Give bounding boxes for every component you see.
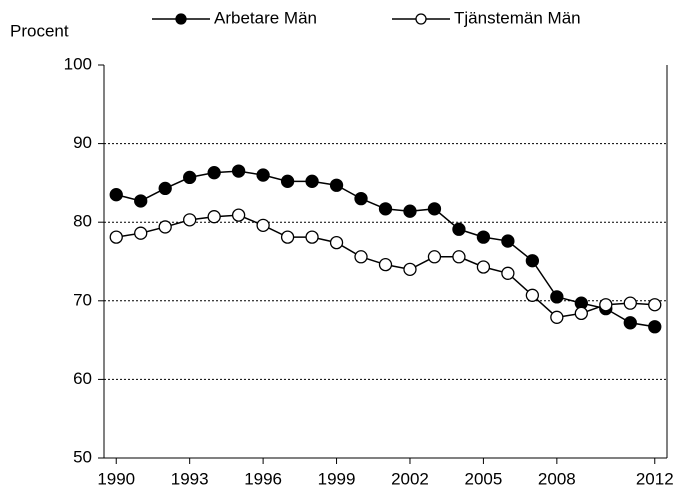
marker [109,230,123,244]
marker [280,174,295,188]
marker [599,298,613,312]
marker [231,208,246,222]
marker [231,164,246,178]
series-line [116,170,655,328]
marker [476,260,491,274]
marker [427,202,442,216]
marker [525,288,540,302]
marker [158,220,172,234]
marker [329,178,344,192]
marker [648,298,662,312]
marker [525,254,540,268]
y-tick-label: 100 [64,54,92,73]
x-tick-label: 1993 [171,469,209,488]
legend-marker [415,13,427,25]
marker [476,230,491,244]
marker [305,174,319,188]
marker [623,316,637,330]
legend-label: Arbetare Män [214,8,317,27]
marker [183,213,197,227]
y-tick-label: 60 [73,369,92,388]
x-tick-label: 2005 [464,469,502,488]
marker [378,257,393,272]
marker [623,296,637,310]
legend-label: Tjänstemän Män [454,8,581,27]
marker [550,290,564,304]
marker [183,170,197,185]
marker [256,168,270,182]
legend-marker [175,13,187,25]
y-tick-label: 50 [73,447,92,466]
marker [109,188,123,202]
marker [207,210,221,224]
marker [452,250,466,264]
marker [280,230,295,244]
marker [501,266,515,280]
y-tick-label: 70 [73,290,92,309]
y-tick-label: 80 [73,212,92,231]
marker [574,306,588,321]
marker [354,191,368,206]
marker [134,226,148,240]
marker [550,310,564,324]
marker [427,250,442,264]
marker [329,235,344,250]
x-tick-label: 2012 [636,469,674,488]
marker [207,166,221,180]
marker [403,262,417,277]
marker [158,181,172,196]
x-tick-label: 1990 [97,469,135,488]
x-tick-label: 1996 [244,469,282,488]
x-tick-label: 1999 [318,469,356,488]
y-tick-label: 90 [73,133,92,152]
marker [354,250,368,264]
y-axis-label: Procent [10,21,69,40]
marker [403,204,417,218]
x-tick-label: 2002 [391,469,429,488]
marker [648,320,662,334]
marker [452,222,466,236]
marker [378,202,393,216]
x-tick-label: 2008 [538,469,576,488]
marker [134,194,148,208]
marker [256,218,270,232]
marker [305,230,319,244]
marker [501,234,515,248]
